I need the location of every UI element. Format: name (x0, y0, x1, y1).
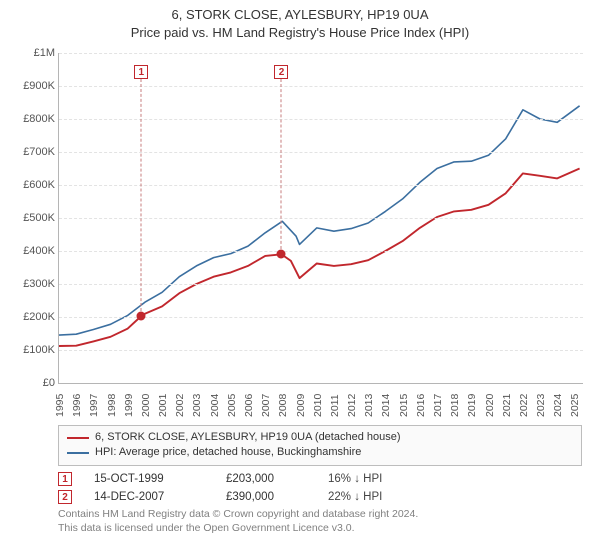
sale-marker-line (141, 79, 142, 316)
x-tick-label: 2019 (466, 394, 478, 417)
y-tick-label: £800K (9, 113, 59, 125)
x-tick-label: 1996 (71, 394, 83, 417)
title-line1: 6, STORK CLOSE, AYLESBURY, HP19 0UA (8, 6, 592, 24)
gridline (59, 53, 583, 54)
sale-row-marker: 2 (58, 490, 72, 504)
x-tick-label: 2025 (569, 394, 581, 417)
legend-label: 6, STORK CLOSE, AYLESBURY, HP19 0UA (det… (95, 430, 401, 445)
x-tick-label: 2012 (346, 394, 358, 417)
gridline (59, 86, 583, 87)
x-tick-label: 2003 (191, 394, 203, 417)
x-tick-label: 2015 (398, 394, 410, 417)
x-tick-label: 2021 (501, 394, 513, 417)
plot-region: £0£100K£200K£300K£400K£500K£600K£700K£80… (58, 53, 583, 384)
sales-list: 1 15-OCT-1999 £203,000 16% ↓ HPI 2 14-DEC-200… (58, 472, 582, 504)
gridline (59, 251, 583, 252)
x-tick-label: 2010 (312, 394, 324, 417)
legend-item: HPI: Average price, detached house, Buck… (67, 445, 573, 460)
y-tick-label: £600K (9, 179, 59, 191)
x-tick-label: 2009 (295, 394, 307, 417)
y-tick-label: £400K (9, 245, 59, 257)
x-tick-label: 2018 (449, 394, 461, 417)
y-tick-label: £700K (9, 146, 59, 158)
legend-box: 6, STORK CLOSE, AYLESBURY, HP19 0UA (det… (58, 425, 582, 466)
x-tick-label: 1997 (88, 394, 100, 417)
x-tick-label: 2011 (329, 395, 341, 418)
sale-marker-dot (277, 250, 286, 259)
sale-row: 2 14-DEC-2007 £390,000 22% ↓ HPI (58, 490, 582, 504)
sale-marker-box: 2 (274, 65, 288, 79)
x-tick-label: 1998 (106, 394, 118, 417)
y-tick-label: £1M (9, 47, 59, 59)
sale-row: 1 15-OCT-1999 £203,000 16% ↓ HPI (58, 472, 582, 486)
x-tick-label: 2020 (484, 394, 496, 417)
sale-date: 15-OCT-1999 (94, 473, 204, 485)
sale-marker-line (281, 79, 282, 254)
footnote-line2: This data is licensed under the Open Gov… (58, 522, 582, 536)
x-tick-label: 2007 (260, 394, 272, 417)
x-tick-label: 2008 (277, 394, 289, 417)
x-tick-label: 2017 (432, 394, 444, 417)
x-tick-label: 2002 (174, 394, 186, 417)
sale-marker-box: 1 (134, 65, 148, 79)
series-property (59, 169, 580, 347)
x-tick-label: 2001 (157, 394, 169, 417)
title-line2: Price paid vs. HM Land Registry's House … (8, 24, 592, 42)
footnote: Contains HM Land Registry data © Crown c… (58, 508, 582, 535)
gridline (59, 284, 583, 285)
x-tick-label: 2004 (209, 394, 221, 417)
sale-diff: 22% ↓ HPI (328, 491, 408, 503)
y-tick-label: £200K (9, 311, 59, 323)
x-tick-label: 1995 (54, 394, 66, 417)
x-tick-label: 2022 (518, 394, 530, 417)
x-tick-label: 2016 (415, 394, 427, 417)
y-tick-label: £500K (9, 212, 59, 224)
sale-price: £203,000 (226, 473, 306, 485)
gridline (59, 119, 583, 120)
gridline (59, 350, 583, 351)
gridline (59, 185, 583, 186)
x-tick-label: 2024 (552, 394, 564, 417)
y-tick-label: £0 (9, 377, 59, 389)
legend-label: HPI: Average price, detached house, Buck… (95, 445, 361, 460)
x-tick-label: 2013 (363, 394, 375, 417)
legend-item: 6, STORK CLOSE, AYLESBURY, HP19 0UA (det… (67, 430, 573, 445)
sale-marker-dot (137, 312, 146, 321)
x-tick-label: 2006 (243, 394, 255, 417)
x-tick-label: 2000 (140, 394, 152, 417)
series-hpi (59, 106, 580, 335)
legend-swatch (67, 452, 89, 454)
x-tick-label: 2005 (226, 394, 238, 417)
gridline (59, 152, 583, 153)
x-tick-label: 1999 (123, 394, 135, 417)
y-tick-label: £900K (9, 80, 59, 92)
x-tick-label: 2023 (535, 394, 547, 417)
sale-row-marker: 1 (58, 472, 72, 486)
x-tick-label: 2014 (380, 394, 392, 417)
chart-area: £0 £100K £200K £300K £400K £500K £600K £700K £80… (8, 45, 592, 425)
legend-swatch (67, 437, 89, 439)
sale-price: £390,000 (226, 491, 306, 503)
sale-date: 14-DEC-2007 (94, 491, 204, 503)
y-tick-label: £100K (9, 344, 59, 356)
gridline (59, 218, 583, 219)
y-tick-label: £300K (9, 278, 59, 290)
chart-title: 6, STORK CLOSE, AYLESBURY, HP19 0UA Pric… (8, 6, 592, 41)
footnote-line1: Contains HM Land Registry data © Crown c… (58, 508, 582, 522)
sale-diff: 16% ↓ HPI (328, 473, 408, 485)
